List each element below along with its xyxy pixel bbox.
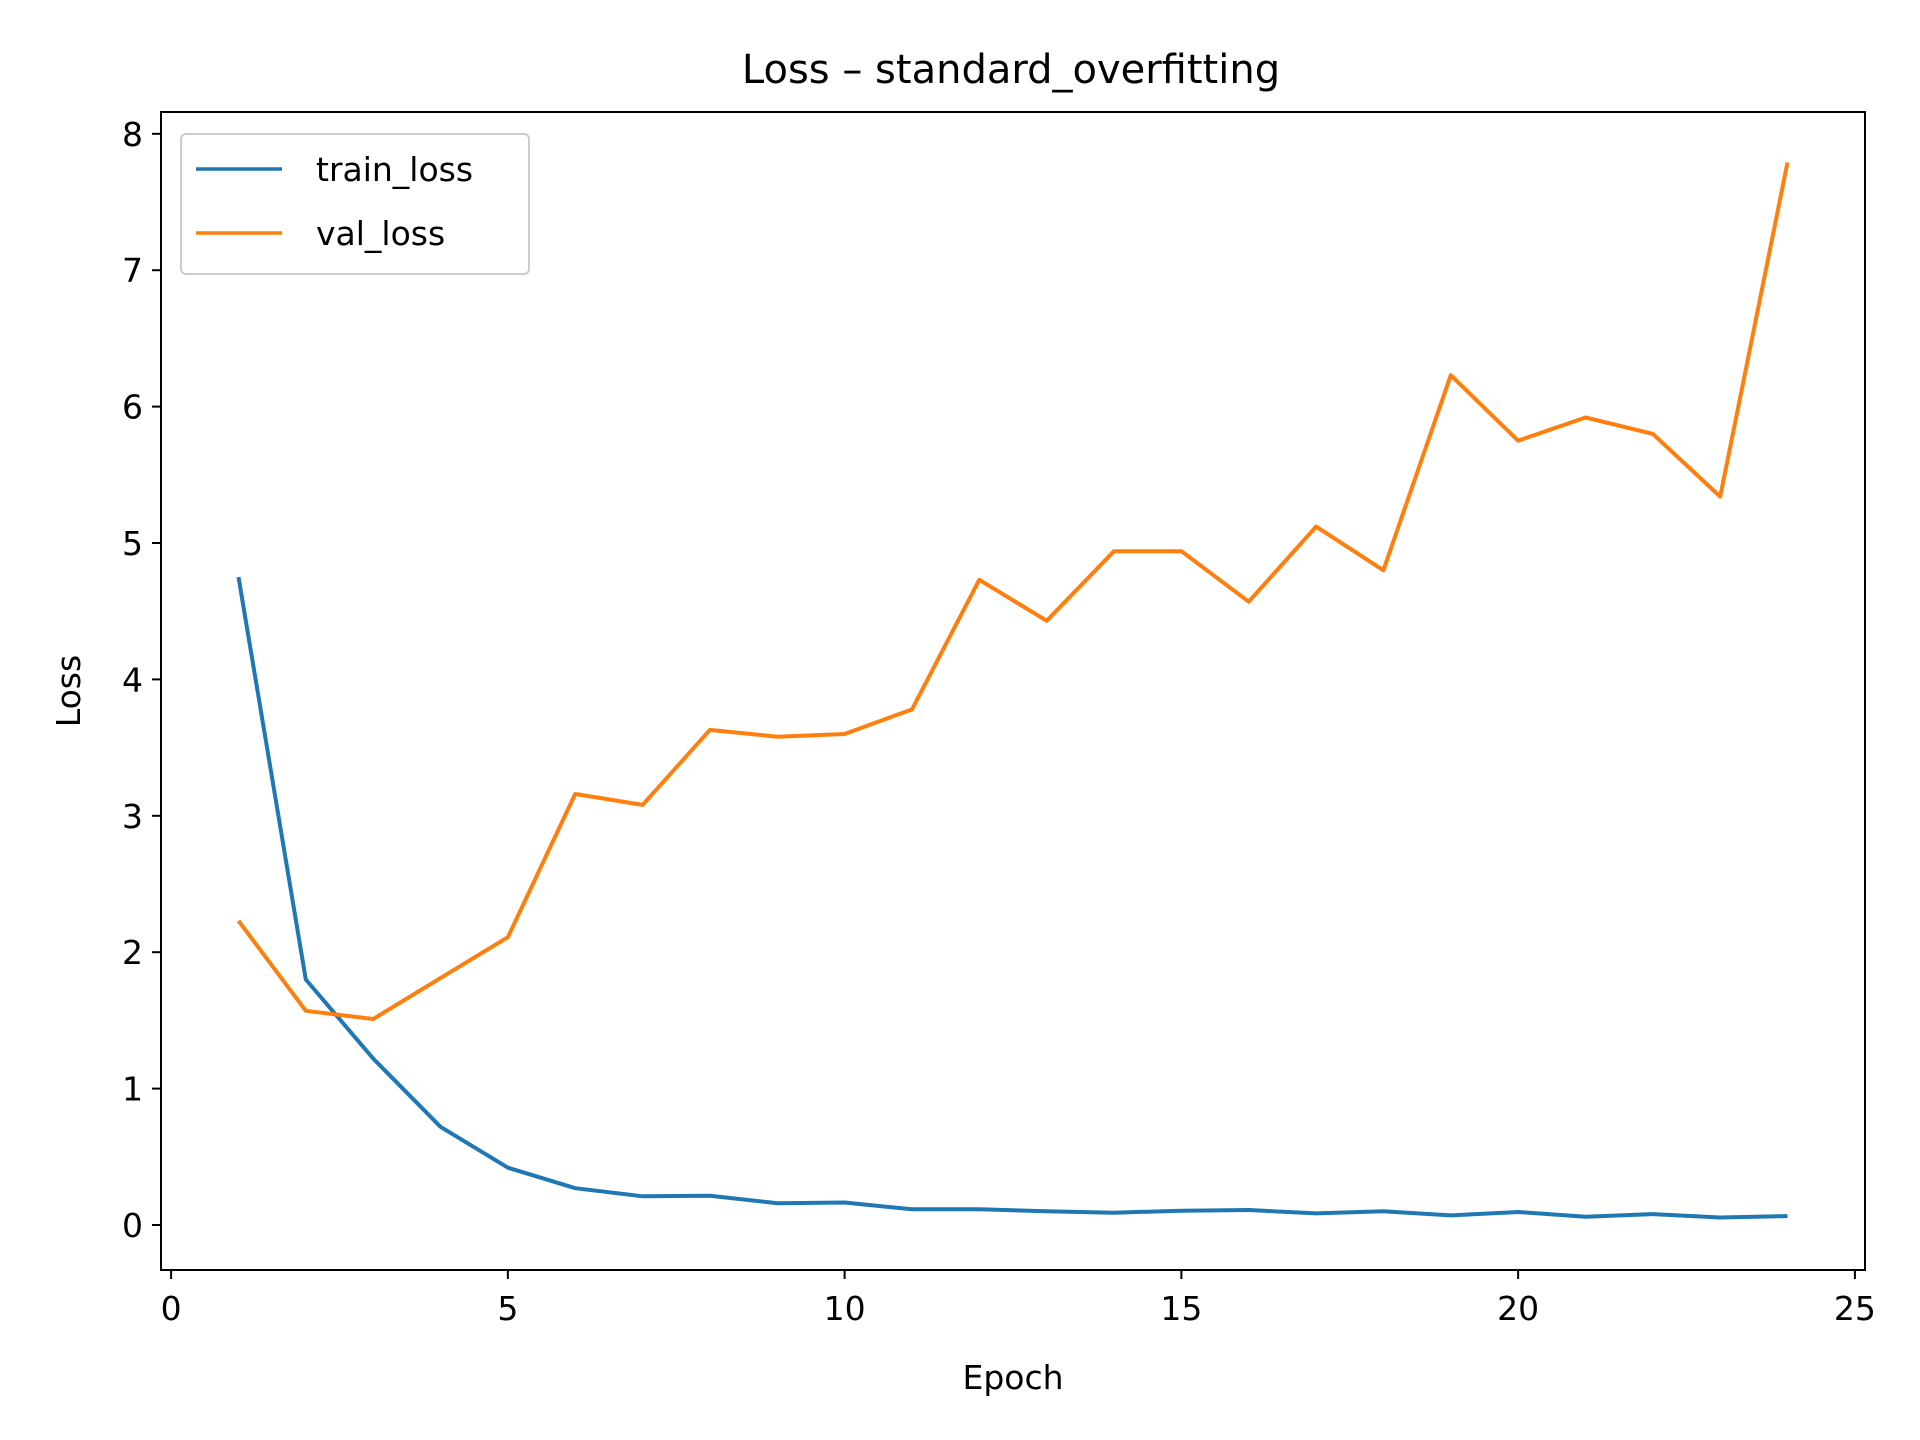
y-tick-label: 7 [122, 251, 143, 290]
x-axis-label: Epoch [962, 1358, 1063, 1397]
y-tick-label: 1 [122, 1070, 143, 1109]
x-tick-label: 0 [161, 1289, 182, 1328]
y-tick-label: 5 [122, 524, 143, 563]
y-axis-label: Loss [49, 655, 88, 727]
legend-label-val-loss: val_loss [316, 214, 445, 253]
series-lines [236, 162, 1790, 1220]
chart-title: Loss – standard_overfitting [742, 47, 1280, 93]
y-tick-label: 3 [122, 797, 143, 836]
y-tick-label: 2 [122, 933, 143, 972]
y-tick-label: 4 [122, 660, 143, 699]
plot-frame [160, 111, 1866, 1271]
y-tick-label: 8 [122, 115, 143, 154]
x-tick-label: 20 [1497, 1289, 1539, 1328]
legend: train_loss val_loss [180, 133, 530, 275]
x-tick-label: 15 [1160, 1289, 1202, 1328]
series-line-train-loss [236, 576, 1788, 1220]
series-line-val-loss [236, 162, 1790, 1021]
x-tick-label: 25 [1834, 1289, 1876, 1328]
x-axis: 0 5 10 15 20 25 [161, 1270, 1876, 1328]
x-tick-label: 5 [497, 1289, 518, 1328]
y-tick-label: 6 [122, 388, 143, 427]
y-tick-label: 0 [122, 1206, 143, 1245]
x-tick-label: 10 [824, 1289, 866, 1328]
legend-label-train-loss: train_loss [316, 150, 473, 189]
y-axis: 0 1 2 3 4 5 6 7 8 [122, 115, 161, 1245]
